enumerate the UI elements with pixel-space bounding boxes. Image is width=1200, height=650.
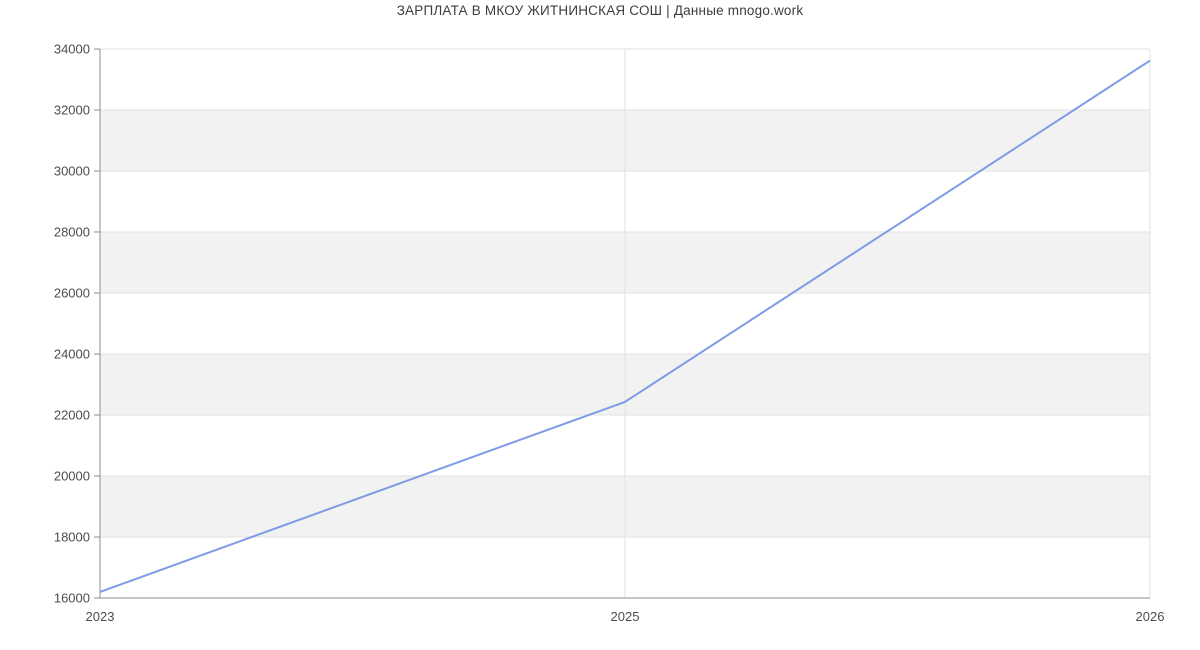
- y-tick-label: 32000: [54, 103, 90, 118]
- y-tick-label: 30000: [54, 164, 90, 179]
- y-tick-label: 22000: [54, 408, 90, 423]
- y-tick-label: 18000: [54, 530, 90, 545]
- y-tick-label: 24000: [54, 347, 90, 362]
- salary-data-line: [99, 59, 1151, 593]
- y-tick-label: 34000: [54, 42, 90, 57]
- y-tick-label: 20000: [54, 469, 90, 484]
- x-tick-label: 2025: [611, 609, 640, 624]
- chart-title: ЗАРПЛАТА В МКОУ ЖИТНИНСКАЯ СОШ | Данные …: [396, 3, 804, 18]
- y-tick-label: 16000: [54, 591, 90, 606]
- x-tick-label: 2026: [1136, 609, 1165, 624]
- y-tick-label: 26000: [54, 286, 90, 301]
- y-tick-label: 28000: [54, 225, 90, 240]
- x-tick-label: 2023: [86, 609, 115, 624]
